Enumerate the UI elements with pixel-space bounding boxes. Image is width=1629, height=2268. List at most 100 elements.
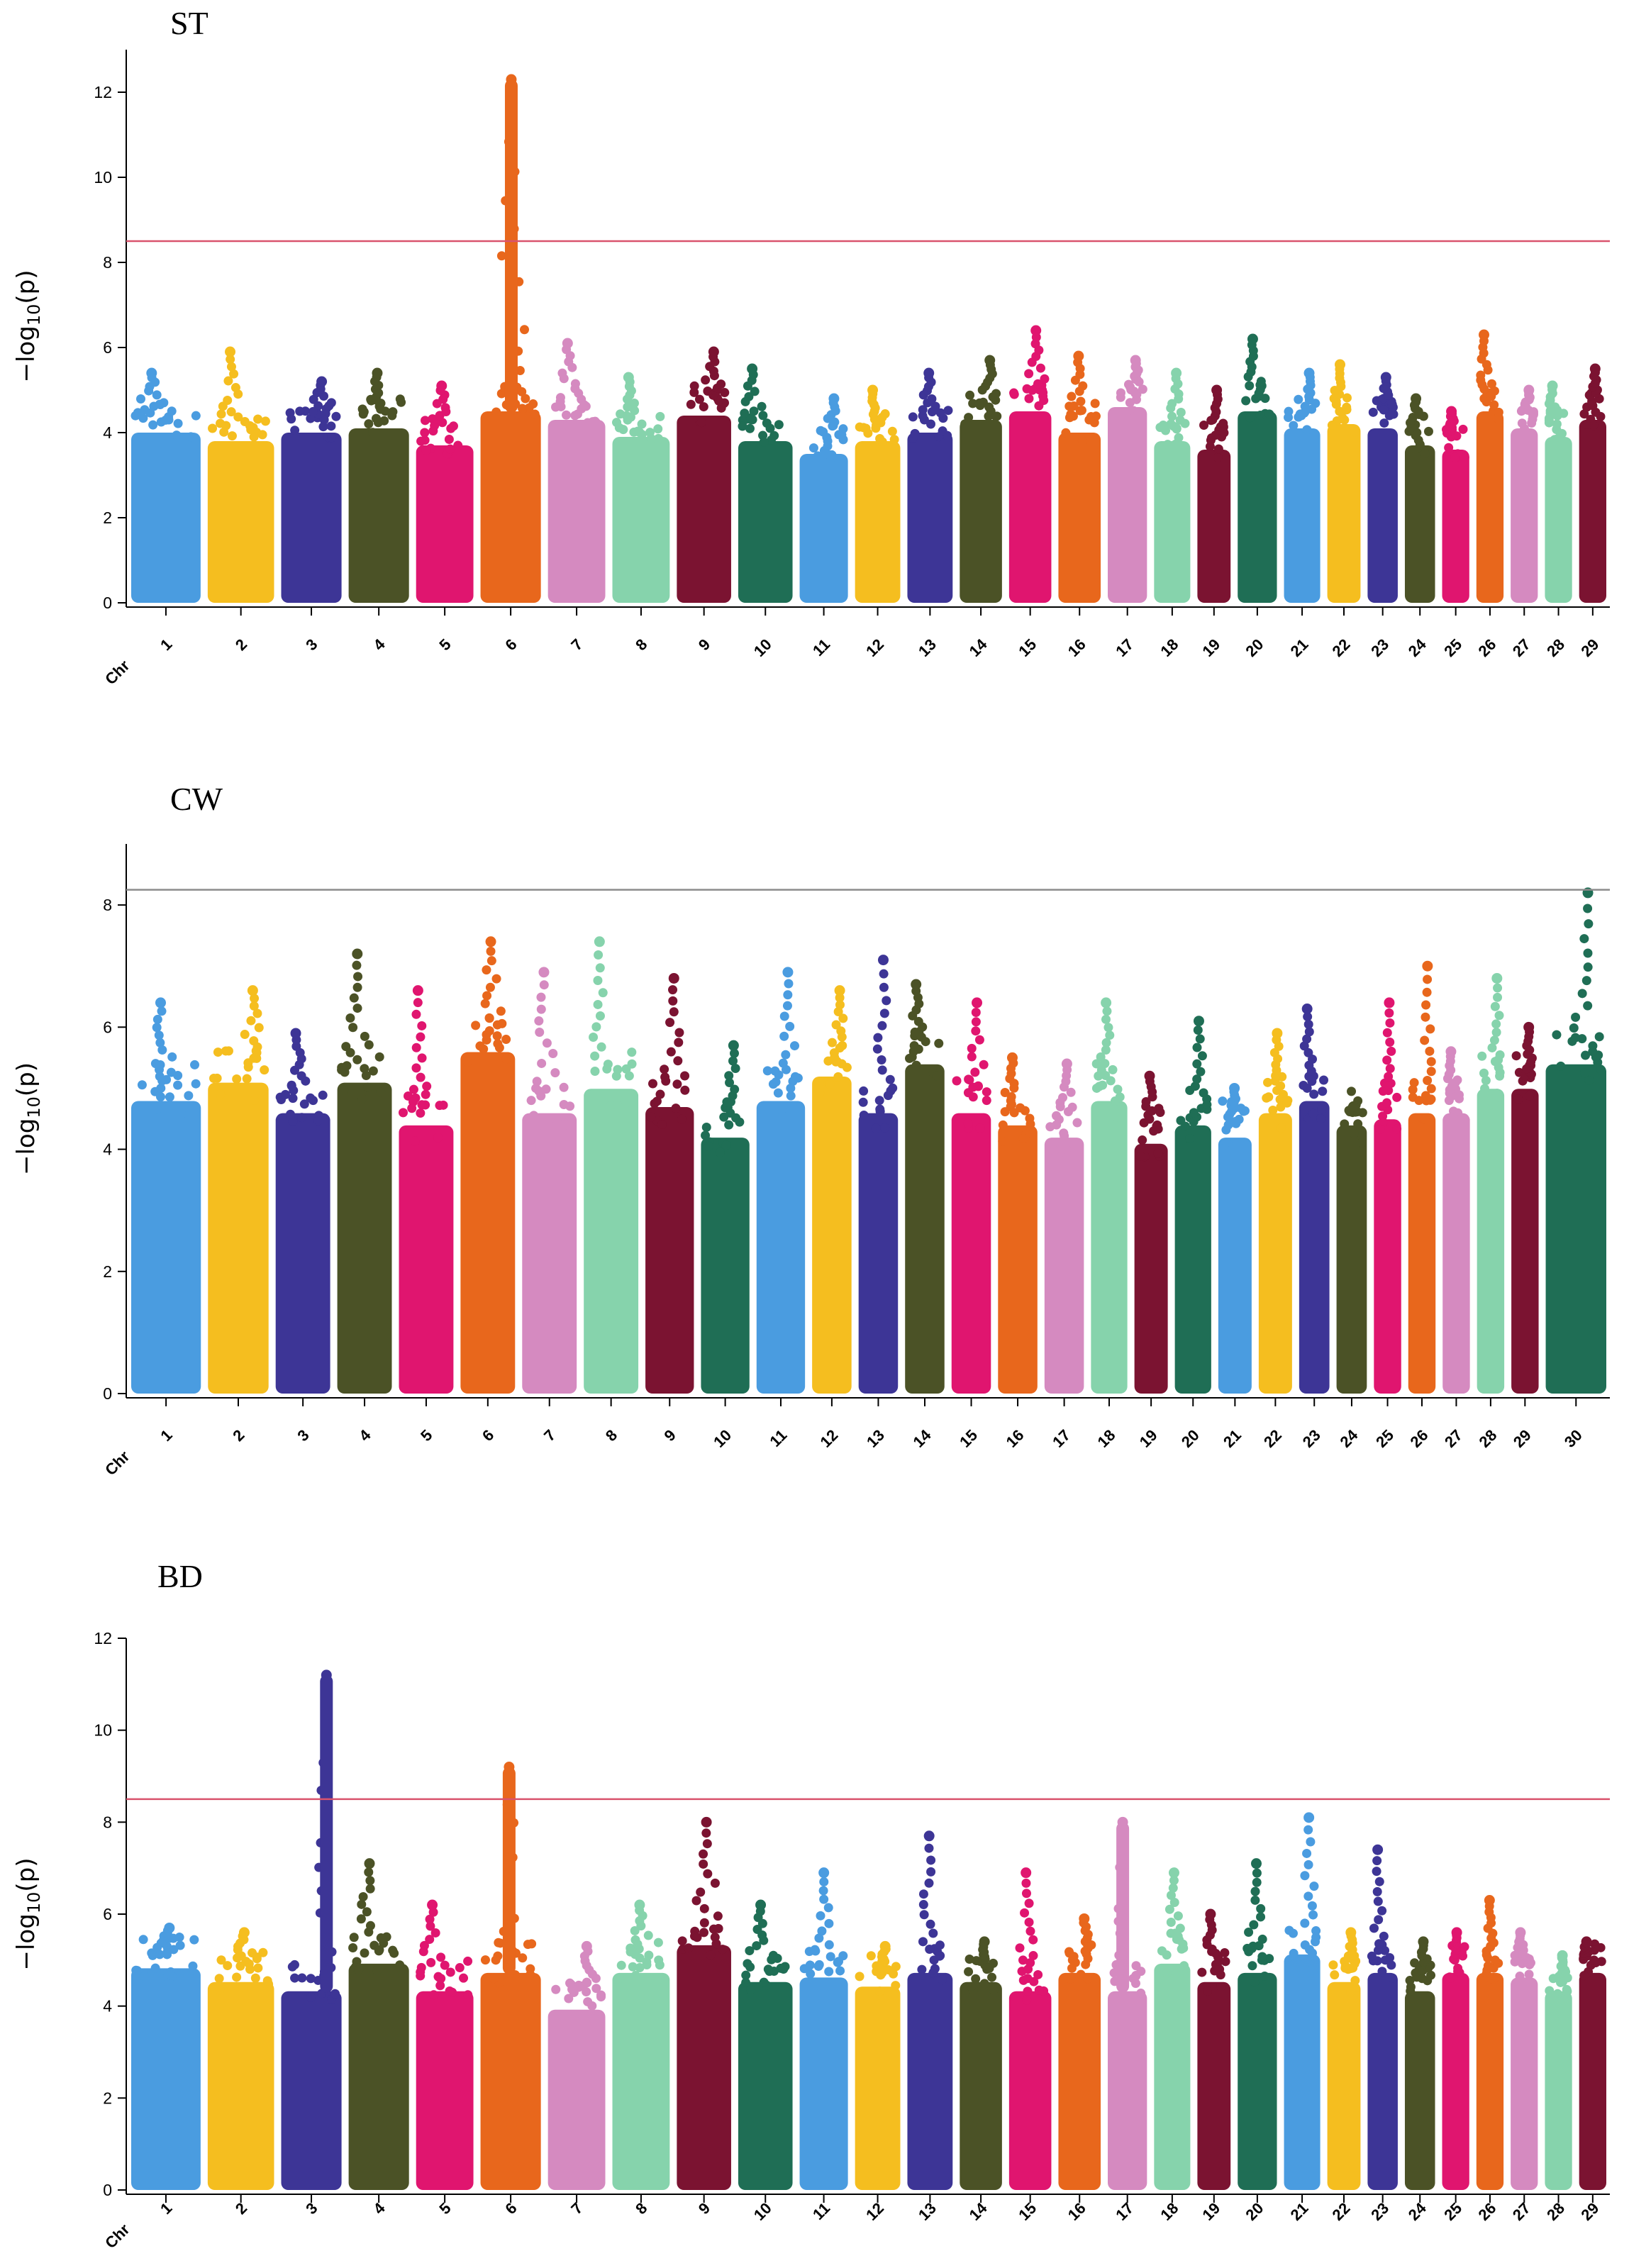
snp-point [1570, 1033, 1580, 1043]
chromosome-snp-bulk [960, 420, 1002, 603]
snp-point [1303, 1891, 1313, 1901]
snp-point [130, 411, 140, 421]
chromosome-snp-bulk [951, 1113, 991, 1394]
snp-point [1166, 1918, 1176, 1928]
snp-point [1374, 1939, 1384, 1949]
snp-point [1450, 1077, 1460, 1087]
snp-point [1025, 1119, 1035, 1129]
snp-point [1244, 1928, 1254, 1938]
snp-point [536, 1091, 546, 1101]
chromosome-8-points [612, 372, 670, 603]
snp-point [173, 1071, 183, 1081]
x-tick-label: 26 [1475, 635, 1500, 660]
snp-point [1378, 1117, 1388, 1127]
snp-point [555, 393, 565, 403]
snp-point [919, 1910, 929, 1920]
chromosome-snp-bulk [855, 441, 901, 603]
snp-point [1340, 1119, 1350, 1129]
snp-point [288, 1094, 298, 1104]
chromosome-30-points [1545, 887, 1606, 1394]
snp-point [167, 1052, 177, 1062]
snp-point [877, 412, 887, 422]
snp-point [612, 1093, 622, 1103]
x-tick-label: 29 [1510, 1426, 1535, 1451]
snp-point [1018, 1955, 1028, 1965]
chromosome-snp-bulk [281, 1991, 342, 2190]
chromosome-24-points [1404, 1936, 1436, 2190]
snp-point [1176, 1116, 1186, 1125]
snp-point [858, 1097, 868, 1107]
snp-point [1192, 1043, 1202, 1052]
chromosome-10-points [738, 363, 793, 603]
snp-point [603, 1060, 613, 1069]
chromosome-snp-bulk [337, 1082, 392, 1394]
snp-point [1061, 428, 1071, 438]
chromosome-snp-bulk [1197, 450, 1231, 603]
snp-point [149, 401, 159, 411]
chromosome-20-peak-snp [1193, 1016, 1204, 1027]
snp-point [288, 1116, 298, 1126]
chromosome-snp-bulk [960, 1981, 1002, 2190]
snp-point [1020, 1908, 1030, 1918]
chromosome-snp-bulk [1404, 1991, 1435, 2190]
snp-point [542, 1038, 552, 1048]
snp-point [1250, 1977, 1260, 1987]
x-tick-label: 15 [1015, 2199, 1040, 2224]
snp-point [246, 1016, 256, 1025]
snp-point [706, 1950, 716, 1960]
chromosome-snp-bulk [738, 441, 793, 603]
snp-point [1303, 1825, 1313, 1835]
snp-point [762, 1066, 772, 1076]
snp-point [932, 1071, 942, 1081]
snp-point [349, 993, 359, 1003]
snp-point [345, 1013, 355, 1023]
snp-point [1023, 1986, 1033, 1996]
x-tick-label: 25 [1372, 1426, 1397, 1451]
y-tick-label: 2 [103, 508, 112, 527]
chromosome-snp-bulk [131, 1968, 201, 2190]
snp-point [291, 1041, 301, 1051]
chromosome-snp-bulk [1238, 1972, 1277, 2190]
snp-point [1033, 1969, 1043, 1979]
chromosome-snp-bulk [208, 1082, 269, 1394]
snp-point [991, 411, 1001, 421]
snp-point [935, 408, 945, 418]
snp-point [1236, 1104, 1246, 1113]
snp-point [1479, 1068, 1489, 1078]
snp-point [918, 1937, 928, 1947]
chromosome-10-points [738, 1899, 793, 2190]
snp-point [496, 251, 506, 261]
snp-point [363, 1082, 373, 1092]
chromosome-15-points [1008, 1867, 1052, 2190]
snp-point [157, 1006, 167, 1016]
chromosome-18-peak-snp [1168, 1867, 1179, 1879]
snp-point [156, 1092, 166, 1102]
snp-point [745, 423, 755, 433]
snp-point [1569, 1023, 1579, 1033]
snp-point [703, 1869, 713, 1879]
snp-point [1101, 1045, 1111, 1055]
snp-point [1386, 1960, 1396, 1970]
snp-point [835, 993, 845, 1003]
snp-point [1247, 1961, 1257, 1971]
chromosome-snp-bulk [1442, 1113, 1470, 1394]
snp-point [660, 1977, 669, 1987]
snp-point [657, 1120, 667, 1130]
chromosome-snp-bulk [1579, 420, 1606, 603]
snp-point [496, 1006, 506, 1016]
snp-point [226, 355, 235, 365]
chromosome-snp-bulk [1091, 1101, 1128, 1394]
snp-point [1420, 1114, 1430, 1124]
peak-column [1116, 1822, 1130, 1993]
snp-point [1023, 1974, 1033, 1984]
snp-point [884, 1965, 894, 1975]
chromosome-snp-bulk [677, 416, 731, 603]
chromosome-14-peak-snp [911, 979, 922, 990]
snp-point [817, 1926, 827, 1936]
snp-point [1368, 407, 1378, 417]
chromosome-4-points [348, 1858, 409, 2190]
chromosome-snp-bulk [1108, 1991, 1147, 2190]
chromosome-27-peak-snp [1515, 1927, 1526, 1938]
snp-point [135, 394, 145, 404]
snp-point [1076, 1969, 1086, 1979]
